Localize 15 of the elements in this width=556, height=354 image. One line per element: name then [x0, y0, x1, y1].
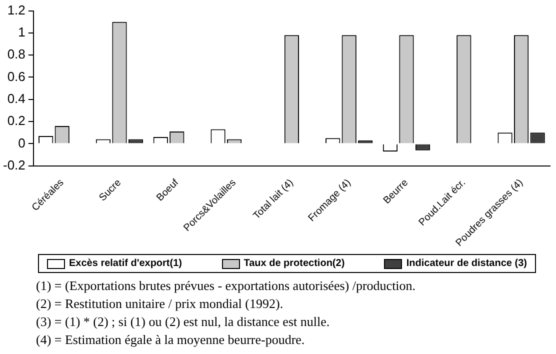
text: (2) = Restitution unitaire / prix mondial (1992).	[36, 295, 284, 313]
y-tick-label: 1	[18, 24, 26, 40]
y-tick-label: 1.2	[7, 2, 26, 18]
text: (1) = (Exportations brutes prévues - exportations autorisées) /production.	[36, 277, 417, 295]
y-tick-label: 0.2	[7, 113, 26, 128]
text: (3) = (1) * (2) ; si (1) ou (2) est nul, la distance est nulle.	[36, 313, 331, 331]
y-tick-label: 0.4	[7, 90, 26, 106]
y-tick-label: 0	[18, 135, 26, 150]
legend-label: Excès relatif d'export(1)	[69, 258, 182, 269]
legend-label: Taux de protection(2)	[244, 258, 345, 269]
legend-label: Indicateur de distance (3)	[406, 258, 527, 269]
y-tick-label: -0.2	[2, 157, 26, 172]
y-tick-label: 0.8	[7, 46, 26, 62]
y-tick-label: 0.6	[7, 68, 26, 84]
text: (4) = Estimation égale à la moyenne beurre-poudre.	[36, 331, 306, 349]
